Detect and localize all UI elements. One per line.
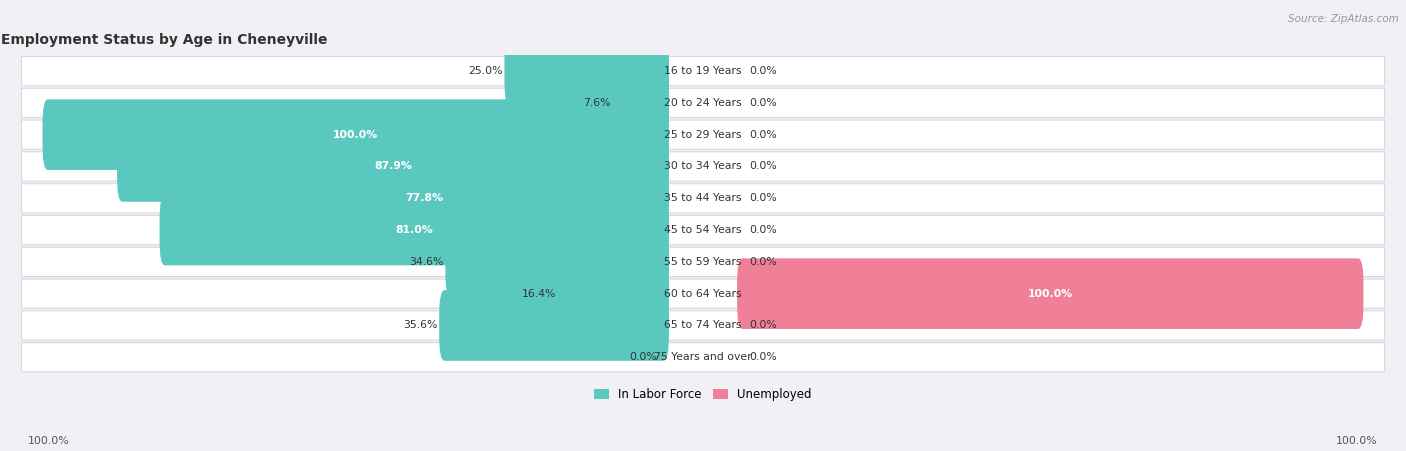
Text: 0.0%: 0.0%: [749, 321, 776, 331]
FancyBboxPatch shape: [21, 216, 1385, 245]
Text: 0.0%: 0.0%: [749, 257, 776, 267]
FancyBboxPatch shape: [612, 68, 669, 138]
Text: 16.4%: 16.4%: [522, 289, 557, 299]
Text: 60 to 64 Years: 60 to 64 Years: [664, 289, 742, 299]
Text: 20 to 24 Years: 20 to 24 Years: [664, 98, 742, 108]
FancyBboxPatch shape: [446, 226, 669, 297]
FancyBboxPatch shape: [21, 184, 1385, 213]
Text: 0.0%: 0.0%: [749, 193, 776, 203]
FancyBboxPatch shape: [557, 258, 669, 329]
Text: 16 to 19 Years: 16 to 19 Years: [664, 66, 742, 76]
FancyBboxPatch shape: [21, 88, 1385, 117]
Text: 55 to 59 Years: 55 to 59 Years: [664, 257, 742, 267]
Text: Employment Status by Age in Cheneyville: Employment Status by Age in Cheneyville: [1, 33, 328, 47]
FancyBboxPatch shape: [42, 99, 669, 170]
FancyBboxPatch shape: [117, 131, 669, 202]
FancyBboxPatch shape: [21, 247, 1385, 276]
Text: 35 to 44 Years: 35 to 44 Years: [664, 193, 742, 203]
Text: 100.0%: 100.0%: [1028, 289, 1073, 299]
Text: 87.9%: 87.9%: [374, 161, 412, 171]
FancyBboxPatch shape: [179, 163, 669, 234]
FancyBboxPatch shape: [21, 120, 1385, 149]
Text: 34.6%: 34.6%: [409, 257, 444, 267]
Text: 81.0%: 81.0%: [395, 225, 433, 235]
Text: 0.0%: 0.0%: [749, 225, 776, 235]
Text: 30 to 34 Years: 30 to 34 Years: [664, 161, 742, 171]
FancyBboxPatch shape: [21, 56, 1385, 86]
FancyBboxPatch shape: [737, 258, 1364, 329]
Text: 0.0%: 0.0%: [749, 66, 776, 76]
Text: 0.0%: 0.0%: [749, 129, 776, 140]
FancyBboxPatch shape: [21, 279, 1385, 308]
Text: 45 to 54 Years: 45 to 54 Years: [664, 225, 742, 235]
FancyBboxPatch shape: [21, 311, 1385, 340]
FancyBboxPatch shape: [159, 195, 669, 265]
Text: 77.8%: 77.8%: [405, 193, 443, 203]
Text: Source: ZipAtlas.com: Source: ZipAtlas.com: [1288, 14, 1399, 23]
Text: 0.0%: 0.0%: [749, 352, 776, 362]
Text: 100.0%: 100.0%: [333, 129, 378, 140]
FancyBboxPatch shape: [21, 152, 1385, 181]
Text: 100.0%: 100.0%: [28, 437, 70, 446]
Text: 65 to 74 Years: 65 to 74 Years: [664, 321, 742, 331]
Text: 75 Years and over: 75 Years and over: [654, 352, 752, 362]
FancyBboxPatch shape: [505, 36, 669, 106]
Text: 25 to 29 Years: 25 to 29 Years: [664, 129, 742, 140]
Text: 25.0%: 25.0%: [468, 66, 503, 76]
Text: 0.0%: 0.0%: [630, 352, 657, 362]
FancyBboxPatch shape: [21, 343, 1385, 372]
Legend: In Labor Force, Unemployed: In Labor Force, Unemployed: [589, 383, 817, 405]
Text: 0.0%: 0.0%: [749, 98, 776, 108]
Text: 0.0%: 0.0%: [749, 161, 776, 171]
Text: 100.0%: 100.0%: [1336, 437, 1378, 446]
Text: 35.6%: 35.6%: [404, 321, 437, 331]
Text: 7.6%: 7.6%: [583, 98, 610, 108]
FancyBboxPatch shape: [439, 290, 669, 361]
